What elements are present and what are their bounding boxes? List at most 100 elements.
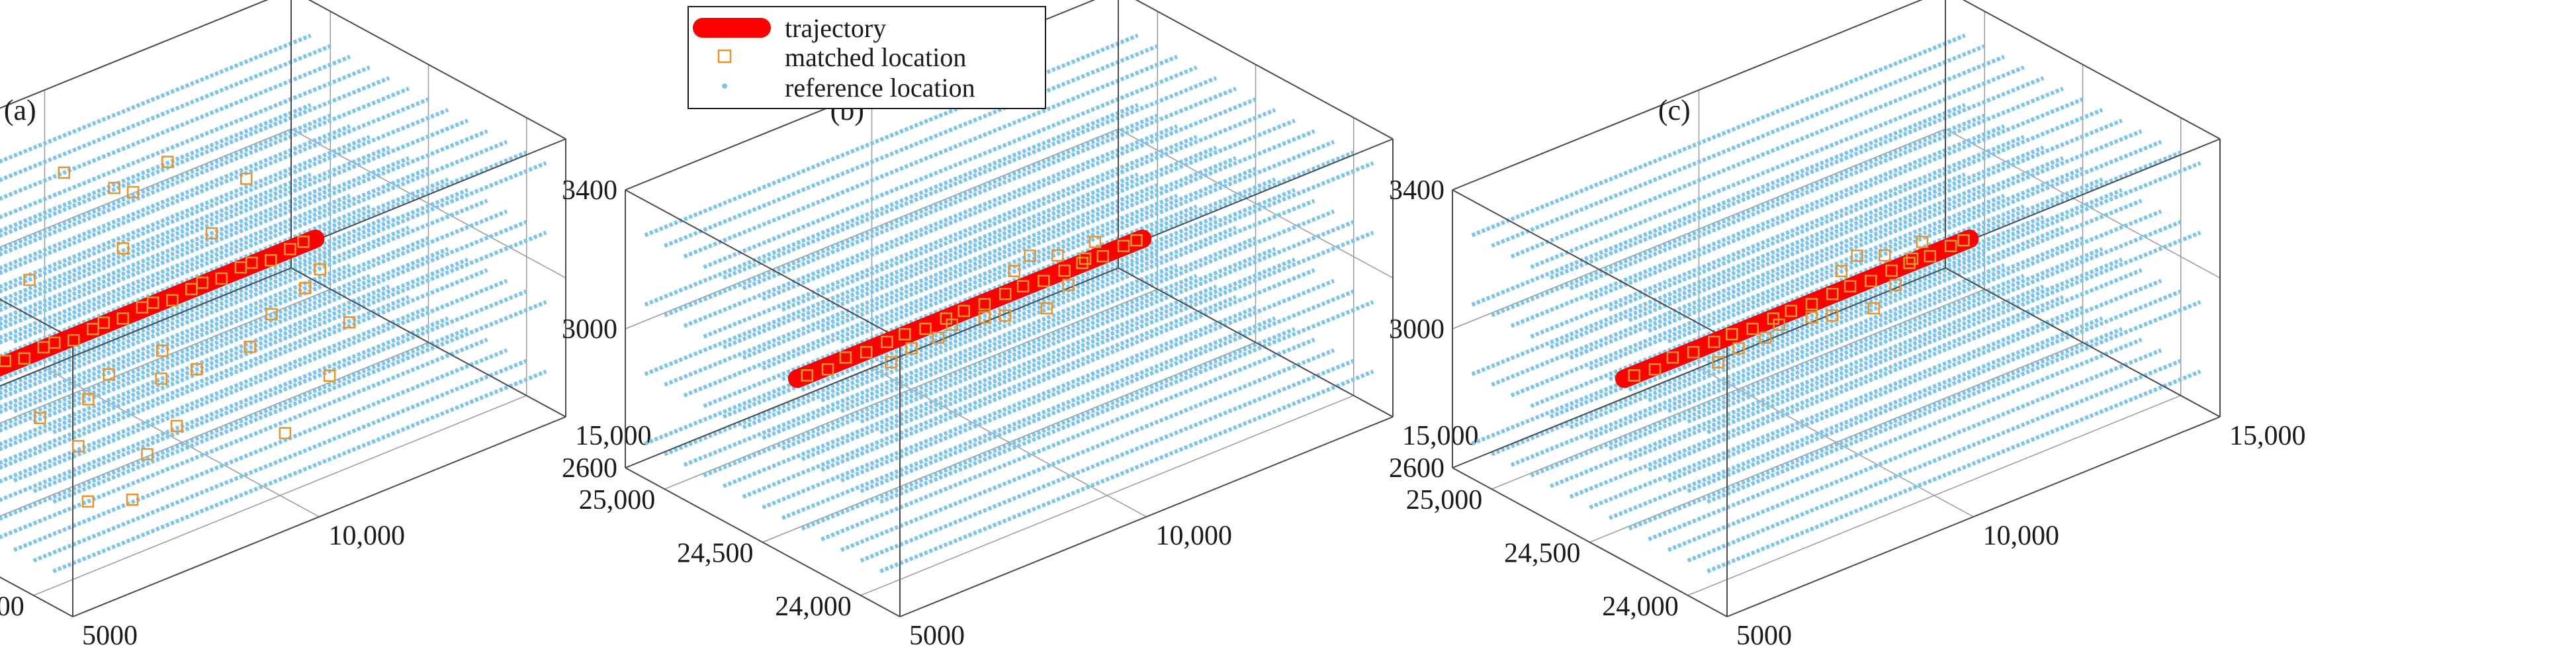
reference-location-line: [1530, 204, 2025, 408]
reference-location-line: [840, 209, 1335, 414]
matched-location-marker: [87, 323, 99, 335]
reference-location-line: [1569, 156, 2064, 360]
reference-location-line: [32, 289, 527, 494]
x-tick-label: 15,000: [1402, 421, 1479, 451]
matched-location-marker: [1867, 302, 1880, 315]
matched-location-marker: [23, 273, 36, 286]
reference-location-line: [1471, 103, 1966, 307]
reference-location-line: [1530, 66, 2025, 269]
matched-location-marker: [1865, 275, 1877, 287]
grid-line: [33, 395, 527, 596]
reference-location-line: [762, 236, 1257, 440]
reference-location-line: [1707, 300, 2201, 504]
matched-location-marker: [1885, 264, 1898, 277]
reference-location-line: [1589, 236, 2084, 440]
matched-location-marker: [245, 256, 258, 269]
reference-location-line: [781, 316, 1276, 520]
reference-location-line: [1569, 226, 2064, 429]
matched-location-marker: [1851, 249, 1863, 262]
reference-location-line: [1569, 87, 2064, 290]
matched-location-marker: [116, 312, 130, 325]
matched-location-marker: [860, 345, 873, 359]
grid-line: [0, 341, 429, 517]
matched-location-marker: [1916, 236, 1929, 248]
reference-location-line: [781, 247, 1276, 451]
reference-location-line: [0, 44, 332, 183]
matched-location-marker: [147, 296, 159, 309]
reference-location-line: [801, 188, 1296, 392]
x-tick-label: 10,000: [1156, 521, 1233, 551]
reference-location-line: [0, 97, 429, 275]
z-tick-label: 2600: [562, 453, 617, 484]
reference-location-line: [821, 198, 1315, 402]
reference-location-line: [1510, 263, 2006, 467]
reference-location-line: [860, 359, 1355, 563]
reference-location-line: [0, 268, 488, 470]
reference-location-line: [1510, 193, 2006, 398]
matched-location-marker: [821, 363, 834, 376]
reference-location-line: [0, 103, 312, 234]
matched-location-marker: [1051, 249, 1064, 262]
reference-location-line: [1491, 44, 1986, 248]
matched-location-marker: [1096, 249, 1110, 263]
reference-location-line: [762, 97, 1257, 301]
reference-location-line: [683, 124, 1178, 328]
matched-location-marker: [1805, 298, 1818, 310]
reference-location-line: [32, 220, 527, 424]
matched-location-marker: [72, 440, 85, 453]
reference-location-line: [52, 161, 547, 365]
matched-location-marker: [185, 283, 198, 296]
reference-location-line: [801, 327, 1296, 531]
chart-panel-b: 2600 3000 3400 5000 10,000 15,000 24,000 24,500…: [562, 0, 1479, 651]
box-edge: [290, 267, 566, 418]
box-edge: [0, 267, 292, 387]
legend-reference-marker: [722, 83, 727, 89]
reference-location-line: [0, 247, 449, 433]
box-edge: [1452, 267, 1946, 468]
grid-line: [860, 395, 1354, 596]
reference-location-line: [0, 193, 351, 340]
matched-location-marker: [1889, 279, 1902, 292]
reference-location-line: [52, 369, 547, 574]
reference-location-line: [13, 348, 508, 552]
y-tick-label: 25,000: [1406, 485, 1483, 515]
reference-location-line: [1471, 33, 1966, 238]
reference-location-line: [0, 172, 312, 303]
matched-location-marker: [48, 336, 61, 349]
matched-location-marker: [1843, 280, 1857, 292]
reference-location-line: [0, 337, 488, 539]
box-edge: [0, 576, 73, 617]
y-tick-label: 24,500: [1504, 539, 1581, 569]
reference-location-line: [1550, 76, 2045, 280]
matched-location-marker: [1903, 257, 1916, 269]
box-edge: [899, 416, 1394, 617]
reference-location-line: [1609, 316, 2104, 520]
matched-location-marker: [297, 236, 310, 248]
matched-location-marker: [1759, 331, 1772, 344]
matched-location-marker: [343, 316, 356, 329]
reference-location-line: [742, 87, 1237, 290]
x-tick-label: 5000: [1736, 621, 1792, 651]
reference-location-line: [879, 300, 1374, 504]
matched-location-marker: [155, 373, 167, 385]
reference-location-line: [0, 188, 468, 382]
reference-location-line: [0, 226, 410, 396]
reference-location-line: [52, 230, 547, 435]
matched-location-marker: [1040, 302, 1053, 315]
reference-location-line: [683, 263, 1178, 467]
reference-location-line: [821, 337, 1315, 541]
box-edge: [0, 298, 73, 339]
box-edge: [308, 0, 566, 140]
reference-location-line: [1687, 289, 2182, 494]
matched-location-marker: [1924, 249, 1937, 263]
reference-location-line: [13, 209, 508, 414]
matched-location-marker: [1879, 249, 1891, 262]
grid-line: [0, 288, 331, 424]
matched-location-marker: [58, 166, 71, 179]
reference-location-line: [1667, 140, 2162, 344]
reference-location-line: [840, 140, 1335, 344]
matched-location-marker: [108, 181, 120, 195]
legend-matched-label: matched location: [785, 42, 966, 72]
reference-location-line: [683, 54, 1178, 259]
